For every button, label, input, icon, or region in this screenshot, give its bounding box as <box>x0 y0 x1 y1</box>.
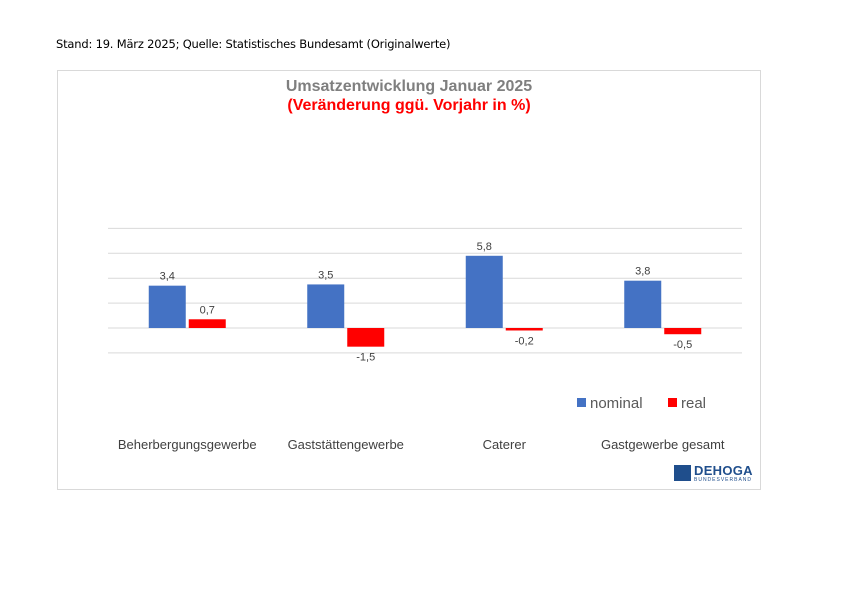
data-label-nominal: 3,5 <box>318 269 333 281</box>
bar-real <box>188 319 226 328</box>
bar-real <box>347 328 385 347</box>
legend-label-nominal: nominal <box>590 395 643 412</box>
category-label: Beherbergungsgewerbe <box>118 437 257 452</box>
legend-label-real: real <box>681 395 706 412</box>
bar-nominal <box>624 280 662 328</box>
chart-container: Umsatzentwicklung Januar 2025 (Veränderu… <box>57 70 761 490</box>
bar-nominal <box>307 284 345 328</box>
data-label-real: -0,5 <box>673 339 692 351</box>
data-label-real: -1,5 <box>356 352 375 364</box>
dehoga-logo: DEHOGA BUNDESVERBAND <box>674 463 758 485</box>
chart-subtitle: (Veränderung ggü. Vorjahr in %) <box>287 97 531 114</box>
data-label-real: 0,7 <box>200 304 215 316</box>
bar-chart: 3,4 0,7 Beherbergungsgewerbe 3,5 -1,5 Gaststä… <box>108 227 742 452</box>
logo-subtext: BUNDESVERBAND <box>694 477 753 483</box>
logo-text: DEHOGA <box>694 463 753 478</box>
category-label: Caterer <box>483 437 527 452</box>
data-label-nominal: 3,4 <box>160 271 175 283</box>
category-label: Gastgewerbe gesamt <box>601 437 725 452</box>
data-label-nominal: 3,8 <box>635 266 650 278</box>
legend-swatch-real <box>668 398 677 407</box>
source-note: Stand: 19. März 2025; Quelle: Statistisc… <box>56 37 451 51</box>
legend-swatch-nominal <box>577 398 586 407</box>
data-label-real: -0,2 <box>515 335 534 347</box>
bar-nominal <box>148 285 186 328</box>
bar-real <box>505 328 543 331</box>
category-label: Gaststättengewerbe <box>288 437 404 452</box>
bar-real <box>664 328 702 335</box>
chart-title: Umsatzentwicklung Januar 2025 <box>285 78 533 95</box>
dehoga-logo-icon <box>674 465 691 481</box>
bar-nominal <box>465 255 503 328</box>
data-label-nominal: 5,8 <box>477 241 492 253</box>
